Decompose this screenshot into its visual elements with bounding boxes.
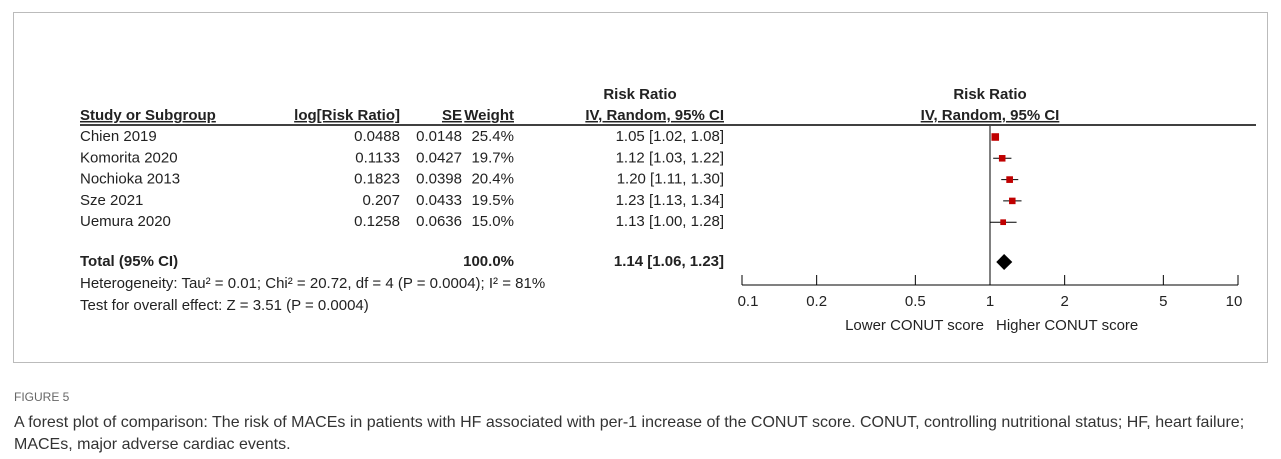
plot-header: Risk Ratio	[953, 86, 1026, 103]
figure-label: FIGURE 5	[14, 390, 70, 404]
x-tick-label: 0.2	[806, 293, 827, 310]
log-rr: 0.207	[362, 192, 400, 209]
column-header: IV, Random, 95% CI	[585, 107, 724, 124]
x-tick-label: 0.5	[905, 293, 926, 310]
x-tick-label: 10	[1226, 293, 1243, 310]
total-ci-label: 1.14 [1.06, 1.23]	[614, 253, 724, 270]
weight: 25.4%	[471, 128, 514, 145]
ci-label: 1.23 [1.13, 1.34]	[616, 192, 724, 209]
study-name: Komorita 2020	[80, 149, 178, 166]
log-rr: 0.1258	[354, 213, 400, 230]
estimate-marker	[1009, 197, 1016, 205]
study-name: Chien 2019	[80, 128, 157, 145]
total-name: Total (95% CI)	[80, 253, 178, 270]
se: 0.0433	[416, 192, 462, 209]
log-rr: 0.1133	[355, 149, 400, 166]
log-rr: 0.1823	[354, 171, 400, 188]
se: 0.0427	[416, 149, 462, 166]
group-header: Risk Ratio	[603, 86, 676, 103]
caption: A forest plot of comparison: The risk of…	[14, 414, 1245, 453]
se: 0.0148	[416, 128, 462, 145]
x-label-right: Higher CONUT score	[996, 317, 1138, 334]
weight: 19.5%	[471, 192, 514, 209]
estimate-marker	[1006, 176, 1013, 183]
ci-label: 1.05 [1.02, 1.08]	[616, 128, 724, 145]
column-header: Weight	[464, 107, 514, 124]
chart: Risk Ratio Risk Ratio IV, Random, 95% CI…	[13, 12, 1268, 363]
study-name: Sze 2021	[80, 192, 143, 209]
total-diamond	[996, 254, 1013, 270]
frame	[13, 12, 1268, 363]
log-rr: 0.0488	[354, 128, 400, 145]
x-tick-label: 5	[1159, 293, 1167, 310]
total-weight: 100.0%	[463, 253, 514, 270]
ci-label: 1.12 [1.03, 1.22]	[616, 149, 724, 166]
column-header: Study or Subgroup	[80, 107, 216, 124]
plot-subheader: IV, Random, 95% CI	[921, 107, 1060, 124]
x-tick-label: 2	[1060, 293, 1068, 310]
column-header: log[Risk Ratio]	[294, 107, 400, 124]
se: 0.0636	[416, 213, 462, 230]
note: Heterogeneity: Tau² = 0.01; Chi² = 20.72…	[80, 275, 545, 292]
estimate-marker	[1000, 219, 1007, 226]
estimate-marker	[998, 155, 1006, 162]
study-name: Uemura 2020	[80, 213, 171, 230]
ci-label: 1.20 [1.11, 1.30]	[617, 171, 724, 188]
se: 0.0398	[416, 171, 462, 188]
column-header: SE	[442, 107, 462, 124]
ci-label: 1.13 [1.00, 1.28]	[616, 213, 724, 230]
note: Test for overall effect: Z = 3.51 (P = 0…	[80, 297, 369, 314]
weight: 20.4%	[471, 171, 514, 188]
x-tick-label: 1	[986, 293, 994, 310]
x-tick-label: 0.1	[738, 293, 759, 310]
caption-block: FIGURE 5 A forest plot of comparison: Th…	[14, 386, 1264, 456]
study-name: Nochioka 2013	[80, 171, 180, 188]
weight: 15.0%	[471, 213, 514, 230]
x-label-left: Lower CONUT score	[845, 317, 984, 334]
estimate-marker	[991, 133, 1000, 141]
weight: 19.7%	[471, 149, 514, 166]
